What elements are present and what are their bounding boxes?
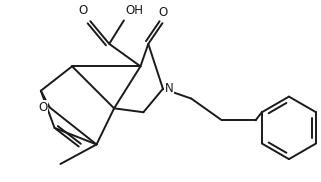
- Text: N: N: [165, 82, 174, 95]
- Text: O: O: [158, 6, 168, 19]
- Text: O: O: [78, 5, 88, 17]
- Text: OH: OH: [126, 5, 144, 17]
- Text: O: O: [39, 101, 48, 114]
